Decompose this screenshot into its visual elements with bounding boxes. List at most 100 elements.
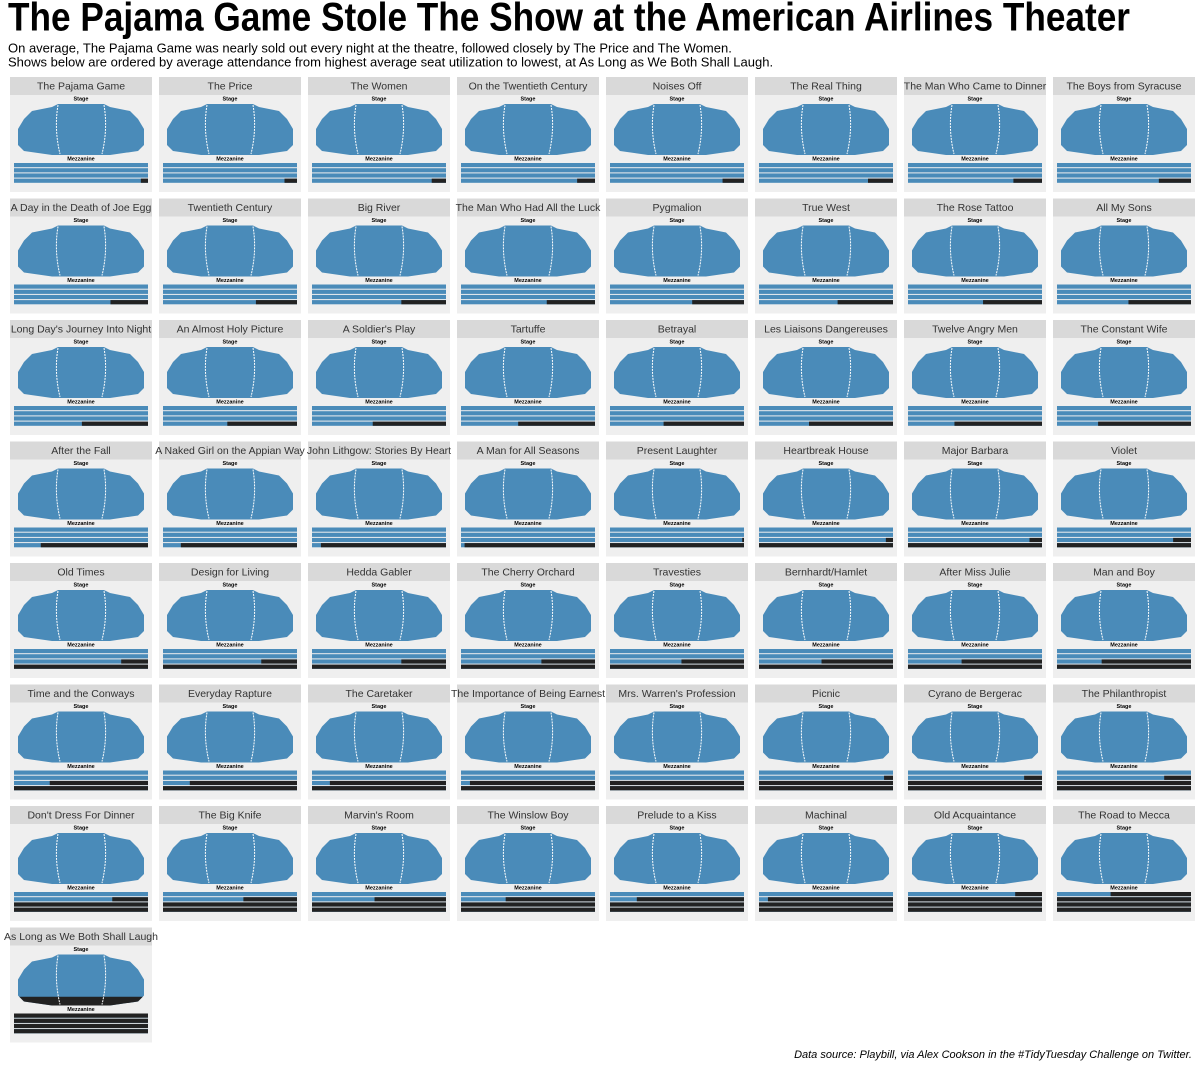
aisle — [353, 469, 405, 519]
orchestra-seats — [18, 104, 144, 155]
stage-label: Stage — [670, 461, 685, 467]
stage-label: Stage — [819, 96, 834, 102]
mezzanine-row — [163, 775, 297, 780]
mezzanine-label: Mezzanine — [365, 399, 393, 405]
mezzanine-empty — [867, 178, 893, 183]
orchestra-seats — [614, 833, 740, 884]
panel: The Road to Mecca Stage Mezzanine — [1053, 806, 1195, 921]
stage-label: Stage — [223, 825, 238, 831]
mezzanine-label: Mezzanine — [514, 156, 542, 162]
mezzanine-row — [908, 300, 1042, 305]
panel-strip — [308, 441, 450, 460]
orchestra-seats — [763, 104, 889, 155]
mezzanine-row — [1057, 537, 1191, 543]
mezzanine-row — [14, 532, 148, 537]
panel-title: A Day in the Death of Joe Egg — [11, 202, 152, 214]
mezzanine-empty — [809, 421, 893, 426]
panel-title: Man and Boy — [1093, 566, 1156, 578]
panel-strip — [457, 77, 599, 95]
stage-label: Stage — [1117, 96, 1132, 102]
mezzanine-empty — [1128, 300, 1191, 305]
mezzanine-row — [610, 289, 744, 294]
stage-label: Stage — [74, 704, 89, 710]
panel: John Lithgow: Stories By Heart Stage Mezza… — [307, 441, 451, 557]
mezzanine-row — [759, 284, 893, 289]
orchestra-seats — [912, 711, 1038, 763]
orchestra-seats — [1061, 833, 1187, 884]
mezzanine-empty — [464, 543, 595, 548]
panel: All My Sons Stage Mezzanine — [1053, 198, 1195, 314]
mezzanine-empty — [767, 897, 893, 902]
panel-title: Design for Living — [191, 566, 269, 578]
aisle — [502, 712, 554, 762]
orchestra-seats — [763, 468, 889, 520]
stage-label: Stage — [372, 218, 387, 224]
mezzanine-row — [163, 294, 297, 300]
panel: The Importance of Being Earnest Stage Mezz… — [451, 684, 605, 800]
panel: Hedda Gabler Stage Mezzanine — [308, 563, 450, 678]
stage-label: Stage — [670, 218, 685, 224]
mezzanine-empty — [14, 907, 148, 912]
mezzanine-row — [14, 892, 148, 897]
mezzanine-label: Mezzanine — [812, 399, 840, 405]
orchestra-seats — [465, 833, 591, 884]
panel-title: The Cherry Orchard — [481, 566, 575, 578]
panel: Tartuffe Stage Mezzanine — [457, 320, 599, 435]
mezzanine-row — [461, 770, 595, 775]
aisle — [502, 469, 554, 519]
mezzanine-row — [14, 654, 148, 659]
mezzanine-row — [461, 406, 595, 411]
stage-label: Stage — [521, 218, 536, 224]
mezzanine-row — [14, 289, 148, 294]
mezzanine-row — [14, 173, 148, 178]
mezzanine-empty — [1013, 178, 1042, 183]
mezzanine-label: Mezzanine — [663, 764, 691, 770]
panel-title: The Importance of Being Earnest — [451, 688, 605, 700]
mezzanine-empty — [14, 1018, 148, 1023]
mezzanine-row — [908, 178, 1042, 183]
mezzanine-row — [1057, 289, 1191, 294]
mezzanine-row — [14, 649, 148, 654]
mezzanine-label: Mezzanine — [663, 278, 691, 284]
panel-title: Everyday Rapture — [188, 688, 272, 700]
panel-title: The Big Knife — [198, 809, 261, 821]
mezzanine-empty — [312, 907, 446, 912]
mezzanine-empty — [40, 543, 148, 548]
orchestra-seats — [167, 711, 293, 763]
panel: Twelve Angry Men Stage Mezzanine — [904, 320, 1046, 435]
subtitle: Shows below are ordered by average atten… — [8, 54, 773, 69]
aisle — [55, 226, 107, 276]
stage-label: Stage — [372, 461, 387, 467]
panel-title: Major Barbara — [942, 445, 1009, 457]
mezzanine-row — [908, 289, 1042, 294]
mezzanine-empty — [610, 780, 744, 786]
aisle — [55, 712, 107, 762]
orchestra-seats — [763, 225, 889, 277]
mezzanine-row — [163, 178, 297, 183]
orchestra-seats — [912, 104, 1038, 155]
stage-label: Stage — [223, 339, 238, 345]
aisle — [800, 226, 852, 276]
mezzanine-empty — [1158, 178, 1191, 183]
mezzanine-empty — [110, 300, 148, 305]
panel: Travesties Stage Mezzanine — [606, 563, 748, 678]
orchestra-seats — [1061, 347, 1187, 398]
panel-title: Tartuffe — [511, 323, 546, 335]
panel: A Naked Girl on the Appian Way Stage Mezza… — [155, 441, 306, 557]
panel-title: The Boys from Syracuse — [1067, 80, 1182, 92]
mezzanine-empty — [908, 780, 1042, 786]
panel: Old Times Stage Mezzanine — [10, 563, 152, 678]
mezzanine-row — [759, 411, 893, 416]
orchestra-seats — [18, 347, 144, 398]
mezzanine-empty — [227, 421, 297, 426]
mezzanine-row — [610, 770, 744, 775]
orchestra-seats — [316, 225, 442, 277]
panel-strip — [159, 198, 301, 217]
mezzanine-label: Mezzanine — [663, 885, 691, 891]
mezzanine-label: Mezzanine — [663, 156, 691, 162]
panel-strip — [1053, 198, 1195, 217]
mezzanine-row — [312, 178, 446, 183]
mezzanine-label: Mezzanine — [67, 156, 95, 162]
orchestra-seats — [167, 833, 293, 884]
mezzanine-label: Mezzanine — [812, 642, 840, 648]
